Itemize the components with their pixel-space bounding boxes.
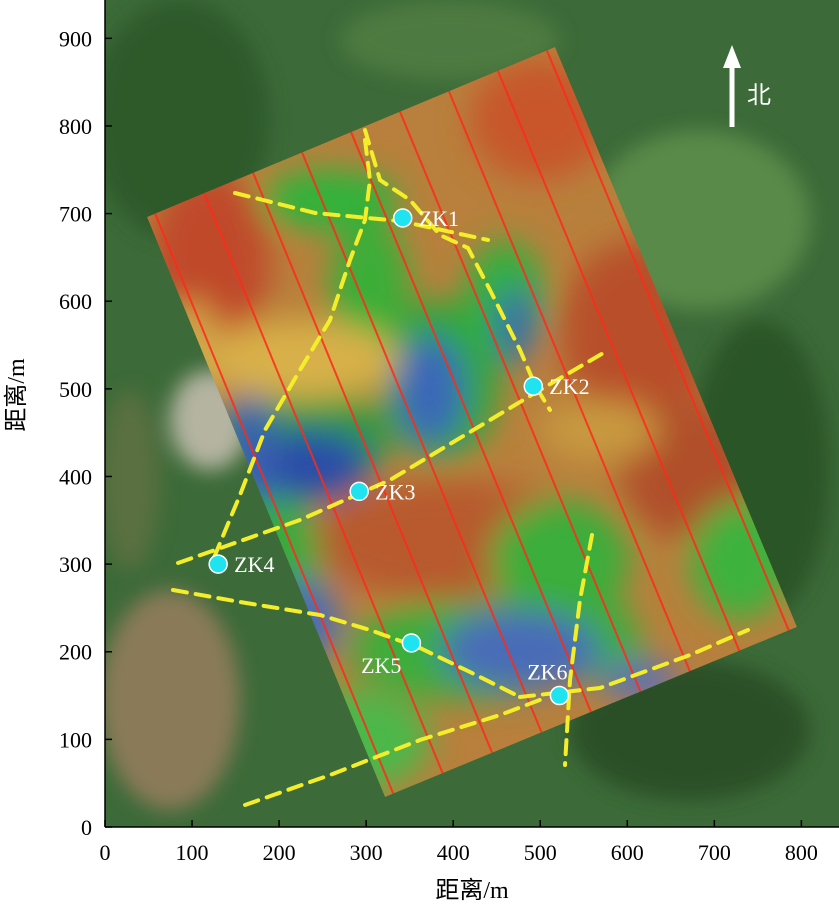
survey-line: [252, 172, 494, 754]
x-tick-label: 300: [350, 840, 383, 865]
north-label: 北: [747, 82, 771, 109]
x-axis-ticks: 0 100 200 300 400 500 600 700 800: [100, 820, 818, 865]
survey-line: [154, 213, 395, 794]
fault-line: [176, 350, 607, 565]
borehole-zk4[interactable]: [208, 554, 228, 574]
y-tick-label: 800: [59, 114, 92, 139]
y-axis-ticks: 0 100 200 300 400 500 600 700 800 900: [59, 26, 112, 840]
borehole-zk5[interactable]: [401, 633, 422, 653]
x-tick-label: 500: [524, 840, 557, 865]
fault-line: [211, 138, 373, 562]
survey-lines: [154, 50, 790, 794]
borehole-zk2[interactable]: [523, 376, 544, 396]
survey-line: [350, 131, 592, 713]
survey-line: [496, 70, 741, 652]
y-tick-label: 700: [59, 202, 92, 227]
axes-frame: [104, 0, 839, 828]
y-tick-label: 100: [59, 727, 92, 752]
fault-line: [563, 533, 594, 767]
y-axis-title: 距离/m: [3, 358, 30, 432]
fault-line: [518, 628, 750, 699]
borehole-zk6[interactable]: [549, 685, 570, 706]
fault-line: [171, 588, 522, 699]
x-tick-label: 0: [100, 840, 111, 865]
x-tick-label: 400: [437, 840, 470, 865]
x-axis-title: 距离/m: [435, 877, 509, 904]
y-tick-label: 900: [59, 26, 92, 51]
y-tick-label: 600: [59, 289, 92, 314]
x-tick-label: 700: [698, 840, 731, 865]
survey-line: [301, 152, 543, 733]
survey-line: [447, 90, 691, 672]
x-tick-label: 100: [176, 840, 209, 865]
fault-line: [243, 696, 547, 807]
x-tick-label: 600: [611, 840, 644, 865]
borehole-zk1[interactable]: [392, 208, 413, 228]
fault-line: [363, 128, 552, 412]
survey-line: [203, 192, 444, 774]
y-tick-label: 500: [59, 377, 92, 402]
north-arrow-icon: [723, 45, 741, 68]
borehole-label: ZK5: [361, 653, 401, 678]
y-tick-label: 200: [59, 640, 92, 665]
borehole-label: ZK1: [419, 206, 459, 231]
borehole-label: ZK2: [549, 374, 589, 399]
borehole-label: ZK6: [527, 660, 567, 685]
x-tick-label: 200: [263, 840, 296, 865]
borehole-markers: ZK1 ZK2 ZK3 ZK4 ZK5 ZK6: [208, 206, 590, 706]
borehole-zk3[interactable]: [349, 481, 369, 502]
fault-line: [233, 191, 490, 242]
y-tick-label: 400: [59, 464, 92, 489]
x-tick-label: 800: [785, 840, 818, 865]
north-arrow: 北: [723, 45, 771, 127]
survey-line: [545, 50, 790, 631]
fault-lines: [171, 128, 750, 807]
borehole-label: ZK4: [234, 552, 274, 577]
borehole-label: ZK3: [375, 479, 415, 504]
y-tick-label: 300: [59, 552, 92, 577]
y-tick-label: 0: [81, 815, 92, 840]
